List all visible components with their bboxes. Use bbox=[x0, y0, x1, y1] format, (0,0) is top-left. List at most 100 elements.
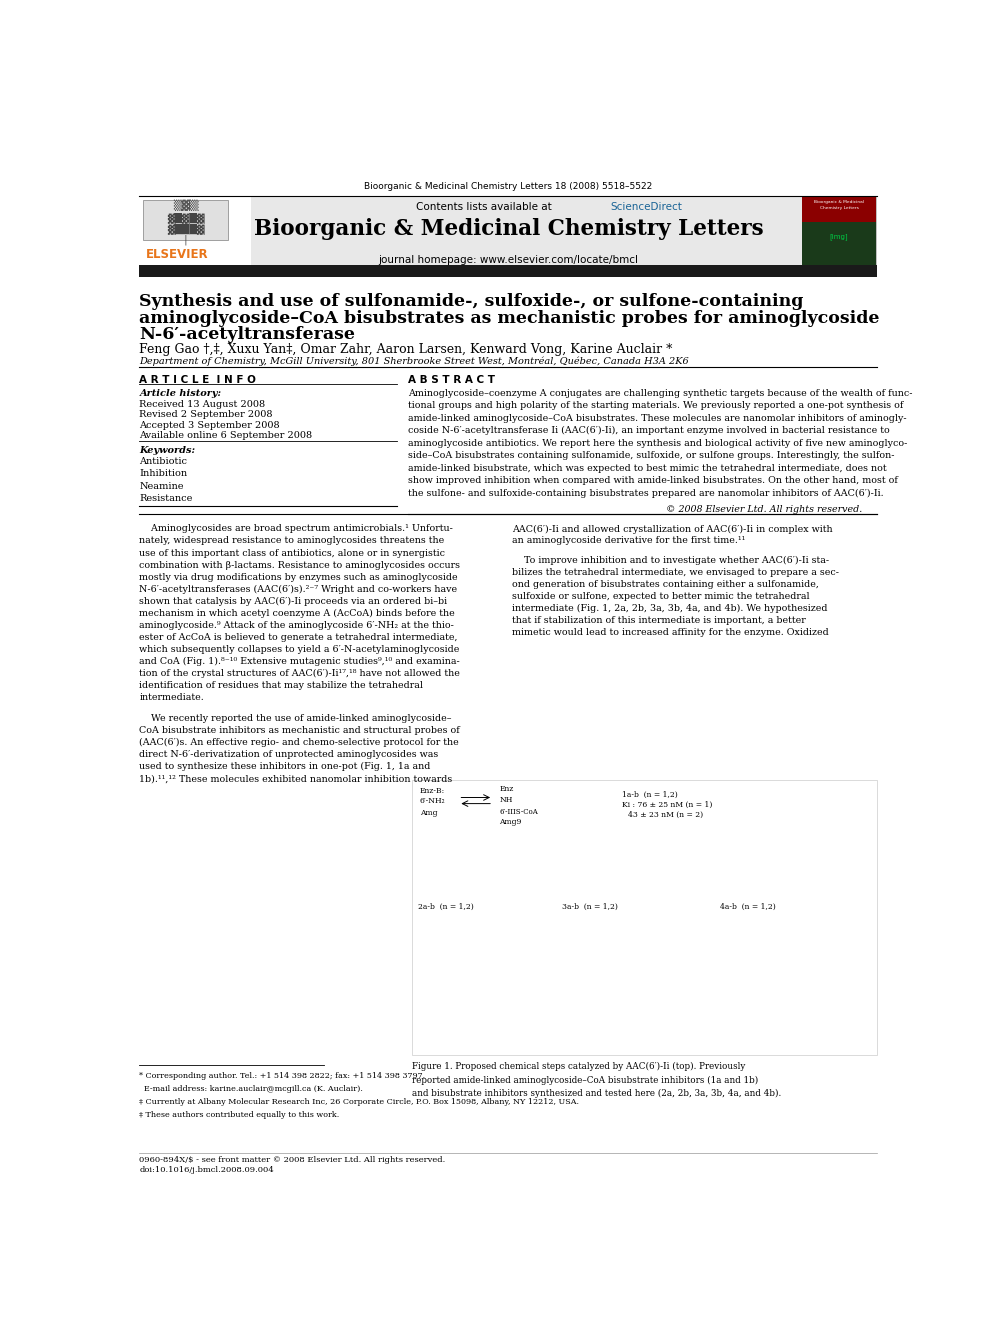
Text: * Corresponding author. Tel.: +1 514 398 2822; fax: +1 514 398 3797.: * Corresponding author. Tel.: +1 514 398… bbox=[139, 1072, 426, 1080]
Text: ester of AcCoA is believed to generate a tetrahedral intermediate,: ester of AcCoA is believed to generate a… bbox=[139, 632, 458, 642]
Text: (AAC(6′)s. An effective regio- and chemo-selective protocol for the: (AAC(6′)s. An effective regio- and chemo… bbox=[139, 738, 459, 747]
Text: tional groups and high polarity of the starting materials. We previously reporte: tional groups and high polarity of the s… bbox=[409, 401, 904, 410]
Text: [img]: [img] bbox=[829, 233, 848, 239]
Text: mechanism in which acetyl coenzyme A (AcCoA) binds before the: mechanism in which acetyl coenzyme A (Ac… bbox=[139, 609, 455, 618]
Text: sulfoxide or sulfone, expected to better mimic the tetrahedral: sulfoxide or sulfone, expected to better… bbox=[512, 591, 809, 601]
Text: 0960-894X/$ - see front matter © 2008 Elsevier Ltd. All rights reserved.: 0960-894X/$ - see front matter © 2008 El… bbox=[139, 1156, 445, 1164]
Text: amide-linked aminoglycoside–CoA bisubstrates. These molecules are nanomolar inhi: amide-linked aminoglycoside–CoA bisubstr… bbox=[409, 414, 907, 423]
Text: N-6′-acetyltransferases (AAC(6′)s).²⁻⁷ Wright and co-workers have: N-6′-acetyltransferases (AAC(6′)s).²⁻⁷ W… bbox=[139, 585, 457, 594]
Text: 2a-b  (n = 1,2): 2a-b (n = 1,2) bbox=[419, 902, 474, 910]
Text: A R T I C L E  I N F O: A R T I C L E I N F O bbox=[139, 374, 256, 385]
Text: Keywords:: Keywords: bbox=[139, 446, 195, 455]
Text: Amg9: Amg9 bbox=[499, 818, 522, 826]
Text: To improve inhibition and to investigate whether AAC(6′)-Ii sta-: To improve inhibition and to investigate… bbox=[512, 556, 829, 565]
Bar bbox=[803, 222, 876, 265]
Text: aminoglycoside antibiotics. We report here the synthesis and biological activity: aminoglycoside antibiotics. We report he… bbox=[409, 439, 908, 447]
Text: combination with β-lactams. Resistance to aminoglycosides occurs: combination with β-lactams. Resistance t… bbox=[139, 561, 460, 569]
Text: that if stabilization of this intermediate is important, a better: that if stabilization of this intermedia… bbox=[512, 615, 806, 624]
Text: Inhibition: Inhibition bbox=[139, 470, 187, 479]
Text: show improved inhibition when compared with amide-linked bisubstrates. On the ot: show improved inhibition when compared w… bbox=[409, 476, 899, 486]
Text: aminoglycoside.⁹ Attack of the aminoglycoside 6′-NH₂ at the thio-: aminoglycoside.⁹ Attack of the aminoglyc… bbox=[139, 620, 454, 630]
Text: coside N-6′-acetyltransferase Ii (AAC(6′)-Ii), an important enzyme involved in b: coside N-6′-acetyltransferase Ii (AAC(6′… bbox=[409, 426, 890, 435]
Text: We recently reported the use of amide-linked aminoglycoside–: We recently reported the use of amide-li… bbox=[139, 714, 452, 722]
Text: Neamine: Neamine bbox=[139, 482, 184, 491]
Text: ▒▓▒: ▒▓▒ bbox=[173, 200, 198, 210]
Text: 6′-ⅠⅠⅠS-CoA: 6′-ⅠⅠⅠS-CoA bbox=[499, 807, 538, 816]
Text: ‡ These authors contributed equally to this work.: ‡ These authors contributed equally to t… bbox=[139, 1111, 339, 1119]
Bar bbox=[139, 265, 877, 277]
Text: Figure 1. Proposed chemical steps catalyzed by AAC(6′)-Ii (top). Previously: Figure 1. Proposed chemical steps cataly… bbox=[413, 1062, 746, 1072]
Text: identification of residues that may stabilize the tetrahedral: identification of residues that may stab… bbox=[139, 681, 424, 689]
Text: Amg: Amg bbox=[420, 808, 437, 816]
Text: and bisubstrate inhibitors synthesized and tested here (2a, 2b, 3a, 3b, 4a, and : and bisubstrate inhibitors synthesized a… bbox=[413, 1089, 782, 1098]
Bar bbox=[803, 197, 876, 265]
Text: Revised 2 September 2008: Revised 2 September 2008 bbox=[139, 410, 273, 419]
Text: use of this important class of antibiotics, alone or in synergistic: use of this important class of antibioti… bbox=[139, 549, 445, 557]
Text: Received 13 August 2008: Received 13 August 2008 bbox=[139, 400, 266, 409]
Text: Accepted 3 September 2008: Accepted 3 September 2008 bbox=[139, 421, 280, 430]
Text: 1a-b  (n = 1,2): 1a-b (n = 1,2) bbox=[622, 790, 678, 798]
Text: Department of Chemistry, McGill University, 801 Sherbrooke Street West, Montréal: Department of Chemistry, McGill Universi… bbox=[139, 356, 689, 366]
Text: an aminoglycoside derivative for the first time.¹¹: an aminoglycoside derivative for the fir… bbox=[512, 537, 746, 545]
Text: N-6′-acetyltransferase: N-6′-acetyltransferase bbox=[139, 325, 355, 343]
Text: ELSEVIER: ELSEVIER bbox=[146, 249, 208, 262]
Text: © 2008 Elsevier Ltd. All rights reserved.: © 2008 Elsevier Ltd. All rights reserved… bbox=[666, 505, 862, 515]
Text: 43 ± 23 nM (n = 2): 43 ± 23 nM (n = 2) bbox=[628, 811, 702, 819]
Text: 3a-b  (n = 1,2): 3a-b (n = 1,2) bbox=[562, 902, 618, 910]
Text: Bioorganic & Medicinal Chemistry Letters: Bioorganic & Medicinal Chemistry Letters bbox=[254, 218, 763, 239]
Text: |: | bbox=[178, 234, 193, 245]
Text: used to synthesize these inhibitors in one-pot (Fig. 1, 1a and: used to synthesize these inhibitors in o… bbox=[139, 762, 431, 771]
Text: Article history:: Article history: bbox=[139, 389, 221, 398]
Text: ScienceDirect: ScienceDirect bbox=[610, 201, 682, 212]
Text: ond generation of bisubstrates containing either a sulfonamide,: ond generation of bisubstrates containin… bbox=[512, 579, 819, 589]
Text: Resistance: Resistance bbox=[139, 493, 192, 503]
Text: aminoglycoside–CoA bisubstrates as mechanistic probes for aminoglycoside: aminoglycoside–CoA bisubstrates as mecha… bbox=[139, 310, 880, 327]
Text: NH: NH bbox=[499, 796, 513, 804]
Text: Contents lists available at: Contents lists available at bbox=[417, 201, 556, 212]
Bar bbox=[139, 197, 877, 265]
Bar bbox=[413, 781, 877, 1056]
Text: mostly via drug modifications by enzymes such as aminoglycoside: mostly via drug modifications by enzymes… bbox=[139, 573, 458, 582]
Text: bilizes the tetrahedral intermediate, we envisaged to prepare a sec-: bilizes the tetrahedral intermediate, we… bbox=[512, 568, 839, 577]
Text: Aminoglycoside–coenzyme A conjugates are challenging synthetic targets because o: Aminoglycoside–coenzyme A conjugates are… bbox=[409, 389, 913, 398]
Text: and CoA (Fig. 1).⁸⁻¹⁰ Extensive mutagenic studies⁹,¹⁰ and examina-: and CoA (Fig. 1).⁸⁻¹⁰ Extensive mutageni… bbox=[139, 656, 460, 665]
Text: Feng Gao †,‡, Xuxu Yan‡, Omar Zahr, Aaron Larsen, Kenward Vong, Karine Auclair *: Feng Gao †,‡, Xuxu Yan‡, Omar Zahr, Aaro… bbox=[139, 343, 673, 356]
Text: side–CoA bisubstrates containing sulfonamide, sulfoxide, or sulfone groups. Inte: side–CoA bisubstrates containing sulfona… bbox=[409, 451, 895, 460]
Text: Enz-B:: Enz-B: bbox=[420, 787, 445, 795]
Text: reported amide-linked aminoglycoside–CoA bisubstrate inhibitors (1a and 1b): reported amide-linked aminoglycoside–CoA… bbox=[413, 1076, 759, 1085]
Text: ‡ Currently at Albany Molecular Research Inc, 26 Corporate Circle, P.O. Box 1509: ‡ Currently at Albany Molecular Research… bbox=[139, 1098, 579, 1106]
Text: direct N-6′-derivatization of unprotected aminoglycosides was: direct N-6′-derivatization of unprotecte… bbox=[139, 750, 438, 759]
Text: Bioorganic & Medicinal Chemistry Letters 18 (2008) 5518–5522: Bioorganic & Medicinal Chemistry Letters… bbox=[364, 183, 653, 192]
Text: 6′-NH₂: 6′-NH₂ bbox=[420, 798, 445, 806]
Text: amide-linked bisubstrate, which was expected to best mimic the tetrahedral inter: amide-linked bisubstrate, which was expe… bbox=[409, 463, 887, 472]
Text: Antibiotic: Antibiotic bbox=[139, 458, 187, 466]
Text: which subsequently collapses to yield a 6′-N-acetylaminoglycoside: which subsequently collapses to yield a … bbox=[139, 644, 459, 654]
Text: Ki : 76 ± 25 nM (n = 1): Ki : 76 ± 25 nM (n = 1) bbox=[622, 800, 712, 808]
Text: Available online 6 September 2008: Available online 6 September 2008 bbox=[139, 431, 312, 439]
Text: nately, widespread resistance to aminoglycosides threatens the: nately, widespread resistance to aminogl… bbox=[139, 537, 444, 545]
Text: the sulfone- and sulfoxide-containing bisubstrates prepared are nanomolar inhibi: the sulfone- and sulfoxide-containing bi… bbox=[409, 488, 884, 497]
Bar bbox=[803, 197, 876, 222]
Text: Aminoglycosides are broad spectrum antimicrobials.¹ Unfortu-: Aminoglycosides are broad spectrum antim… bbox=[139, 524, 453, 533]
Text: Bioorganic & Medicinal: Bioorganic & Medicinal bbox=[814, 200, 864, 204]
Text: Chemistry Letters: Chemistry Letters bbox=[819, 205, 858, 209]
Text: 1b).¹¹,¹² These molecules exhibited nanomolar inhibition towards: 1b).¹¹,¹² These molecules exhibited nano… bbox=[139, 774, 452, 783]
Text: doi:10.1016/j.bmcl.2008.09.004: doi:10.1016/j.bmcl.2008.09.004 bbox=[139, 1167, 274, 1175]
Text: CoA bisubstrate inhibitors as mechanistic and structural probes of: CoA bisubstrate inhibitors as mechanisti… bbox=[139, 726, 460, 736]
Text: Enz: Enz bbox=[499, 786, 514, 794]
Text: AAC(6′)-Ii and allowed crystallization of AAC(6′)-Ii in complex with: AAC(6′)-Ii and allowed crystallization o… bbox=[512, 524, 833, 533]
Bar bbox=[143, 200, 228, 241]
Text: ▓███▓: ▓███▓ bbox=[167, 224, 204, 234]
Text: journal homepage: www.elsevier.com/locate/bmcl: journal homepage: www.elsevier.com/locat… bbox=[378, 254, 639, 265]
Text: mimetic would lead to increased affinity for the enzyme. Oxidized: mimetic would lead to increased affinity… bbox=[512, 628, 829, 636]
Bar bbox=[139, 197, 251, 266]
Text: intermediate.: intermediate. bbox=[139, 693, 204, 701]
Text: Synthesis and use of sulfonamide-, sulfoxide-, or sulfone-containing: Synthesis and use of sulfonamide-, sulfo… bbox=[139, 294, 804, 310]
Text: intermediate (Fig. 1, 2a, 2b, 3a, 3b, 4a, and 4b). We hypothesized: intermediate (Fig. 1, 2a, 2b, 3a, 3b, 4a… bbox=[512, 603, 827, 613]
Text: ▓█▓█▓: ▓█▓█▓ bbox=[167, 212, 204, 222]
Text: A B S T R A C T: A B S T R A C T bbox=[409, 374, 495, 385]
Text: E-mail address: karine.auclair@mcgill.ca (K. Auclair).: E-mail address: karine.auclair@mcgill.ca… bbox=[139, 1085, 363, 1093]
Text: shown that catalysis by AAC(6′)-Ii proceeds via an ordered bi–bi: shown that catalysis by AAC(6′)-Ii proce… bbox=[139, 597, 447, 606]
Text: 4a-b  (n = 1,2): 4a-b (n = 1,2) bbox=[720, 902, 776, 910]
Text: tion of the crystal structures of AAC(6′)-Ii¹⁷,¹⁸ have not allowed the: tion of the crystal structures of AAC(6′… bbox=[139, 668, 460, 677]
